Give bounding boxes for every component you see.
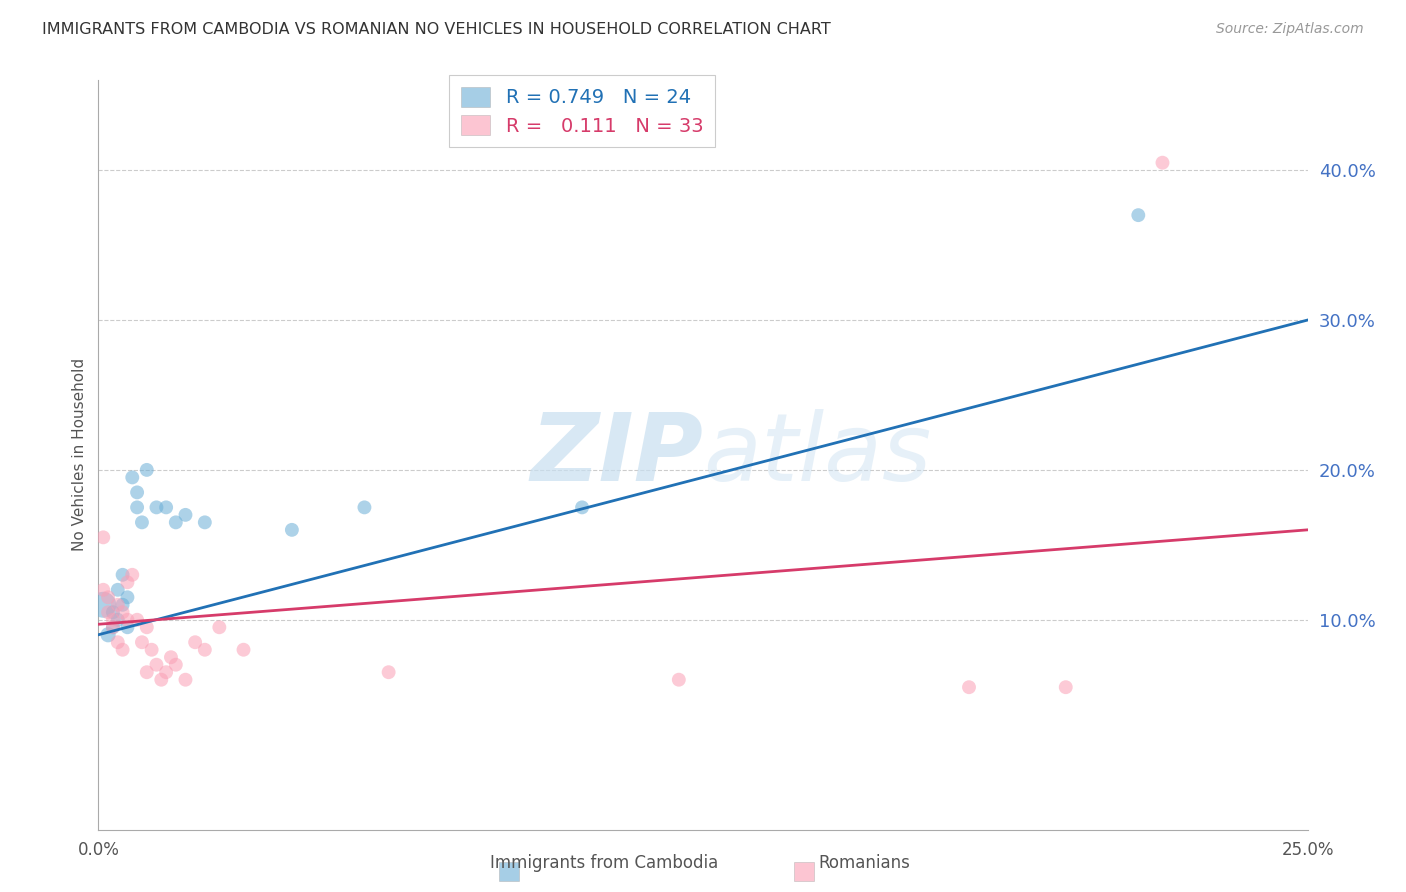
Point <box>107 582 129 597</box>
Point <box>127 485 149 500</box>
Point <box>121 470 143 484</box>
Point <box>111 642 134 657</box>
Point <box>101 605 124 619</box>
Point <box>111 605 134 619</box>
Point <box>194 516 217 530</box>
Point <box>174 508 197 522</box>
Point <box>117 591 139 605</box>
Point <box>155 665 177 680</box>
Point <box>208 620 231 634</box>
Text: ZIP: ZIP <box>530 409 703 501</box>
Text: Immigrants from Cambodia: Immigrants from Cambodia <box>491 855 718 872</box>
Point <box>97 628 120 642</box>
Point <box>1152 155 1174 169</box>
Point <box>174 673 197 687</box>
Point <box>150 673 173 687</box>
Point <box>377 665 399 680</box>
Legend: R = 0.749   N = 24, R =   0.111   N = 33: R = 0.749 N = 24, R = 0.111 N = 33 <box>450 75 714 147</box>
Text: IMMIGRANTS FROM CAMBODIA VS ROMANIAN NO VEHICLES IN HOUSEHOLD CORRELATION CHART: IMMIGRANTS FROM CAMBODIA VS ROMANIAN NO … <box>42 22 831 37</box>
Point <box>145 657 167 672</box>
Point <box>135 463 157 477</box>
Point <box>111 598 134 612</box>
Point <box>155 500 177 515</box>
Text: atlas: atlas <box>703 409 931 500</box>
Point <box>957 680 980 694</box>
Point <box>135 620 157 634</box>
Point <box>353 500 375 515</box>
Point <box>127 500 149 515</box>
Point <box>121 567 143 582</box>
Point <box>668 673 690 687</box>
Point <box>184 635 207 649</box>
Point <box>117 575 139 590</box>
Point <box>281 523 304 537</box>
Point <box>111 567 134 582</box>
Point <box>107 598 129 612</box>
Point <box>101 613 124 627</box>
Point <box>91 530 114 544</box>
Text: Source: ZipAtlas.com: Source: ZipAtlas.com <box>1216 22 1364 37</box>
Point <box>571 500 593 515</box>
Point <box>97 605 120 619</box>
Point <box>107 635 129 649</box>
Point <box>117 620 139 634</box>
Point <box>101 620 124 634</box>
Point <box>145 500 167 515</box>
Point <box>1054 680 1077 694</box>
Point <box>232 642 254 657</box>
Point <box>91 582 114 597</box>
Point <box>135 665 157 680</box>
Point <box>117 613 139 627</box>
Point <box>107 613 129 627</box>
Point <box>160 650 183 665</box>
Point <box>141 642 163 657</box>
Point <box>101 620 124 634</box>
Point <box>1128 208 1150 222</box>
Point <box>165 516 187 530</box>
Point <box>91 598 114 612</box>
Point <box>131 516 153 530</box>
Point <box>165 657 187 672</box>
Text: Romanians: Romanians <box>818 855 911 872</box>
Point <box>131 635 153 649</box>
Point <box>194 642 217 657</box>
Y-axis label: No Vehicles in Household: No Vehicles in Household <box>72 359 87 551</box>
Point <box>127 613 149 627</box>
Point <box>97 591 120 605</box>
